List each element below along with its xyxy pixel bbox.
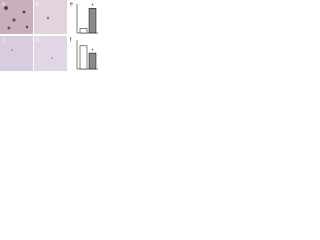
stain-spot: [51, 57, 53, 59]
chart-label: e: [70, 1, 73, 7]
bar: [88, 8, 97, 34]
chart-label: f: [70, 37, 72, 43]
panel-label: a: [2, 1, 5, 7]
bar: [88, 52, 97, 70]
page: a b c d e*f* (() => { const data = JSON.…: [0, 0, 100, 71]
panel-label: d: [36, 37, 39, 43]
bar: [79, 45, 88, 70]
panel-image: [34, 0, 67, 34]
significance-mark: *: [92, 48, 94, 54]
stain-spot: [4, 6, 8, 10]
panel-label: c: [2, 37, 5, 43]
panel-image: [0, 36, 33, 71]
figure: a b c d e * f *: [0, 0, 98, 71]
micrographs: [0, 0, 67, 71]
stain-spot: [12, 18, 16, 22]
panel-image: [0, 0, 33, 34]
stain-spot: [22, 10, 26, 14]
stain-spot: [46, 16, 50, 20]
bar: [79, 28, 88, 34]
stain-spot: [7, 26, 11, 30]
panel-image: [34, 36, 67, 71]
significance-mark: *: [92, 4, 94, 10]
panel-label: b: [36, 1, 39, 7]
stain-spot: [25, 25, 29, 29]
stain-spot: [11, 49, 13, 51]
